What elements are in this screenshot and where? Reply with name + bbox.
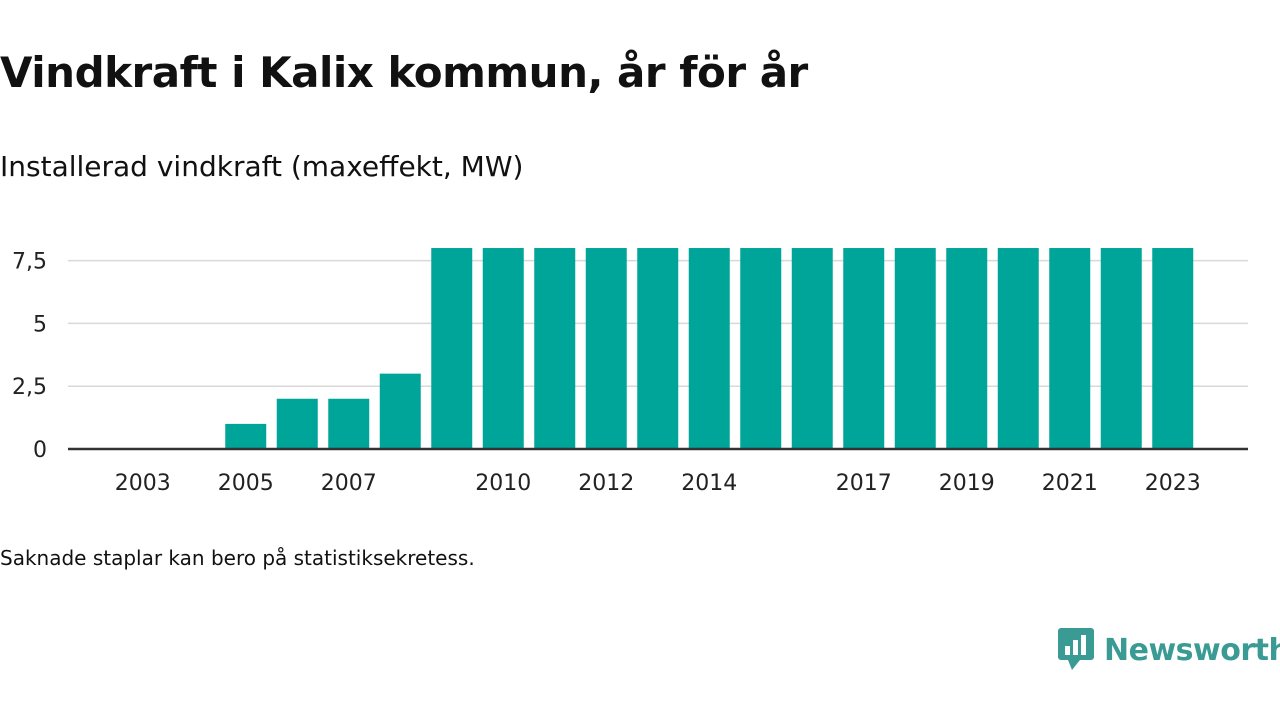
x-tick-label: 2007: [321, 471, 377, 496]
chart-title: Vindkraft i Kalix kommun, år för år: [0, 48, 808, 97]
x-tick-label: 2014: [681, 471, 737, 496]
bar-2007: [328, 398, 370, 449]
x-tick-label: 2021: [1042, 471, 1098, 496]
bar-2018: [894, 248, 936, 449]
x-tick-label: 2023: [1145, 471, 1201, 496]
y-tick-label: 7,5: [12, 250, 47, 275]
bar-2005: [225, 423, 267, 449]
bar-2019: [946, 248, 988, 449]
y-axis-tick-labels: 0 2,5 5 7,5: [12, 250, 47, 463]
newsworthy-logo: Newsworthy: [1058, 628, 1280, 672]
bar-2011: [534, 248, 576, 449]
x-tick-label: 2017: [836, 471, 892, 496]
bar-2021: [1049, 248, 1091, 449]
bar-2009: [431, 248, 473, 449]
bars: [225, 248, 1194, 449]
x-tick-label: 2019: [939, 471, 995, 496]
bar-2010: [482, 248, 524, 449]
y-tick-label: 5: [33, 312, 47, 337]
x-tick-label: 2010: [475, 471, 531, 496]
bar-2023: [1152, 248, 1194, 449]
bar-2017: [843, 248, 885, 449]
bar-2014: [688, 248, 730, 449]
bar-2008: [379, 373, 421, 449]
y-tick-label: 2,5: [12, 375, 47, 400]
y-tick-label: 0: [33, 438, 47, 463]
chart-subtitle: Installerad vindkraft (maxeffekt, MW): [0, 150, 524, 183]
bar-2022: [1100, 248, 1142, 449]
bar-2012: [585, 248, 627, 449]
brand-name: Newsworthy: [1104, 632, 1280, 668]
x-tick-label: 2012: [578, 471, 634, 496]
footnote: Saknade staplar kan bero på statistiksek…: [0, 546, 475, 570]
bar-2006: [276, 398, 318, 449]
bar-2015: [740, 248, 782, 449]
bar-2013: [637, 248, 679, 449]
bar-2020: [997, 248, 1039, 449]
x-tick-label: 2003: [115, 471, 171, 496]
x-axis-tick-labels: 2003 2005 2007 2010 2012 2014 2017 2019 2021 2023: [115, 471, 1201, 496]
chart-bubble-icon: [1058, 628, 1094, 670]
x-tick-label: 2005: [218, 471, 274, 496]
bar-2016: [791, 248, 833, 449]
